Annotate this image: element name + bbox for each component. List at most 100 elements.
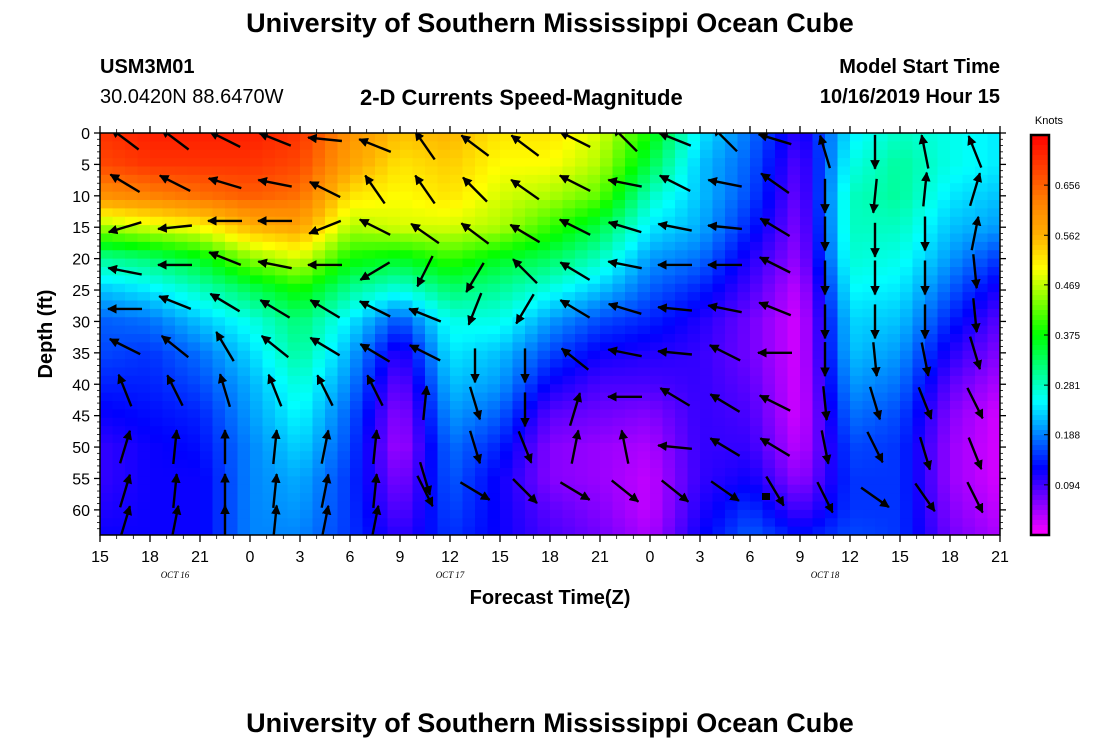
heatmap-cell <box>875 317 889 327</box>
heatmap-cell <box>725 233 739 243</box>
heatmap-cell <box>562 166 576 176</box>
heatmap-cell <box>137 417 151 427</box>
heatmap-cell <box>712 225 726 235</box>
heatmap-cell <box>237 468 251 477</box>
colorbar-cell <box>1031 385 1049 391</box>
heatmap-cell <box>775 442 789 452</box>
heatmap-cell <box>475 359 489 369</box>
heatmap-cell <box>337 241 351 251</box>
heatmap-cell <box>562 250 576 260</box>
heatmap-cell <box>662 149 676 159</box>
heatmap-cell <box>425 292 439 302</box>
heatmap-cell <box>412 459 426 469</box>
heatmap-cell <box>725 526 739 535</box>
heatmap-cell <box>950 308 964 318</box>
current-vector <box>171 504 182 535</box>
heatmap-cell <box>312 292 326 302</box>
heatmap-cell <box>700 409 714 419</box>
heatmap-cell <box>525 149 539 159</box>
heatmap-cell <box>125 275 139 285</box>
heatmap-cell <box>525 468 539 477</box>
heatmap-cell <box>525 300 539 310</box>
heatmap-cell <box>225 208 239 218</box>
heatmap-cell <box>587 334 601 343</box>
heatmap-cell <box>550 426 564 436</box>
heatmap-cell <box>775 526 789 535</box>
colorbar-cell <box>1031 275 1049 281</box>
footer-title: University of Southern Mississippi Ocean… <box>246 708 854 738</box>
heatmap-cell <box>250 283 264 293</box>
heatmap-cell <box>150 183 164 193</box>
heatmap-cell <box>1013 476 1026 485</box>
heatmap-cell <box>825 468 839 477</box>
heatmap-cell <box>175 149 189 159</box>
heatmap-cell <box>975 275 989 285</box>
heatmap-cell <box>575 468 589 477</box>
heatmap-cell <box>450 141 464 151</box>
heatmap-cell <box>425 133 439 142</box>
heatmap-cell <box>862 518 876 528</box>
heatmap-cell <box>375 208 389 218</box>
heatmap-cell <box>550 493 564 503</box>
heatmap-cell <box>400 401 414 410</box>
heatmap-cell <box>387 442 401 452</box>
heatmap-cell <box>125 334 139 343</box>
current-vector <box>509 223 541 244</box>
heatmap-cell <box>712 317 726 327</box>
heatmap-cell <box>600 384 614 394</box>
heatmap-cell <box>100 133 114 142</box>
heatmap-cell <box>687 484 701 494</box>
heatmap-cell <box>925 401 939 410</box>
heatmap-cell <box>662 367 676 377</box>
heatmap-cell <box>787 468 801 477</box>
heatmap-cell <box>700 459 714 469</box>
heatmap-cell <box>400 526 414 535</box>
heatmap-cell <box>650 241 664 251</box>
heatmap-cell <box>537 191 551 201</box>
heatmap-cell <box>750 174 764 184</box>
heatmap-cell <box>600 166 614 176</box>
heatmap-cell <box>437 300 451 310</box>
heatmap-cell <box>762 367 776 377</box>
heatmap-cell <box>550 300 564 310</box>
heatmap-cell <box>75 426 88 435</box>
heatmap-cell <box>387 300 401 310</box>
colorbar-cell <box>1031 200 1049 206</box>
heatmap-cell <box>200 401 214 410</box>
heatmap-cell <box>450 174 464 184</box>
heatmap-cell <box>212 401 226 410</box>
heatmap-cell <box>412 158 426 168</box>
heatmap-cell <box>512 493 526 503</box>
heatmap-cell <box>462 308 476 318</box>
x-tick-label: 3 <box>696 549 705 566</box>
heatmap-cell <box>950 384 964 394</box>
heatmap-cell <box>837 417 851 427</box>
heatmap-cell <box>737 468 751 477</box>
heatmap-cell <box>437 174 451 184</box>
heatmap-cell <box>550 375 564 385</box>
heatmap-cell <box>762 518 776 528</box>
heatmap-cell <box>962 275 976 285</box>
heatmap-cell <box>825 451 839 461</box>
heatmap-cell <box>275 384 289 394</box>
heatmap-cell <box>437 392 451 402</box>
heatmap-cell <box>937 417 951 427</box>
heatmap-cell <box>800 174 814 184</box>
heatmap-cell <box>987 283 1000 293</box>
heatmap-cell <box>650 300 664 310</box>
heatmap-cell <box>737 158 751 168</box>
heatmap-cell <box>262 283 276 293</box>
heatmap-cell <box>287 350 301 360</box>
heatmap-cell <box>375 493 389 503</box>
heatmap-cell <box>150 149 164 159</box>
heatmap-cell <box>937 141 951 151</box>
heatmap-cell <box>250 459 264 469</box>
heatmap-cell <box>187 518 201 528</box>
heatmap-cell <box>100 141 114 151</box>
heatmap-cell <box>625 166 639 176</box>
heatmap-cell <box>725 216 739 226</box>
heatmap-cell <box>725 200 739 209</box>
heatmap-cell <box>687 442 701 452</box>
heatmap-cell <box>950 459 964 469</box>
